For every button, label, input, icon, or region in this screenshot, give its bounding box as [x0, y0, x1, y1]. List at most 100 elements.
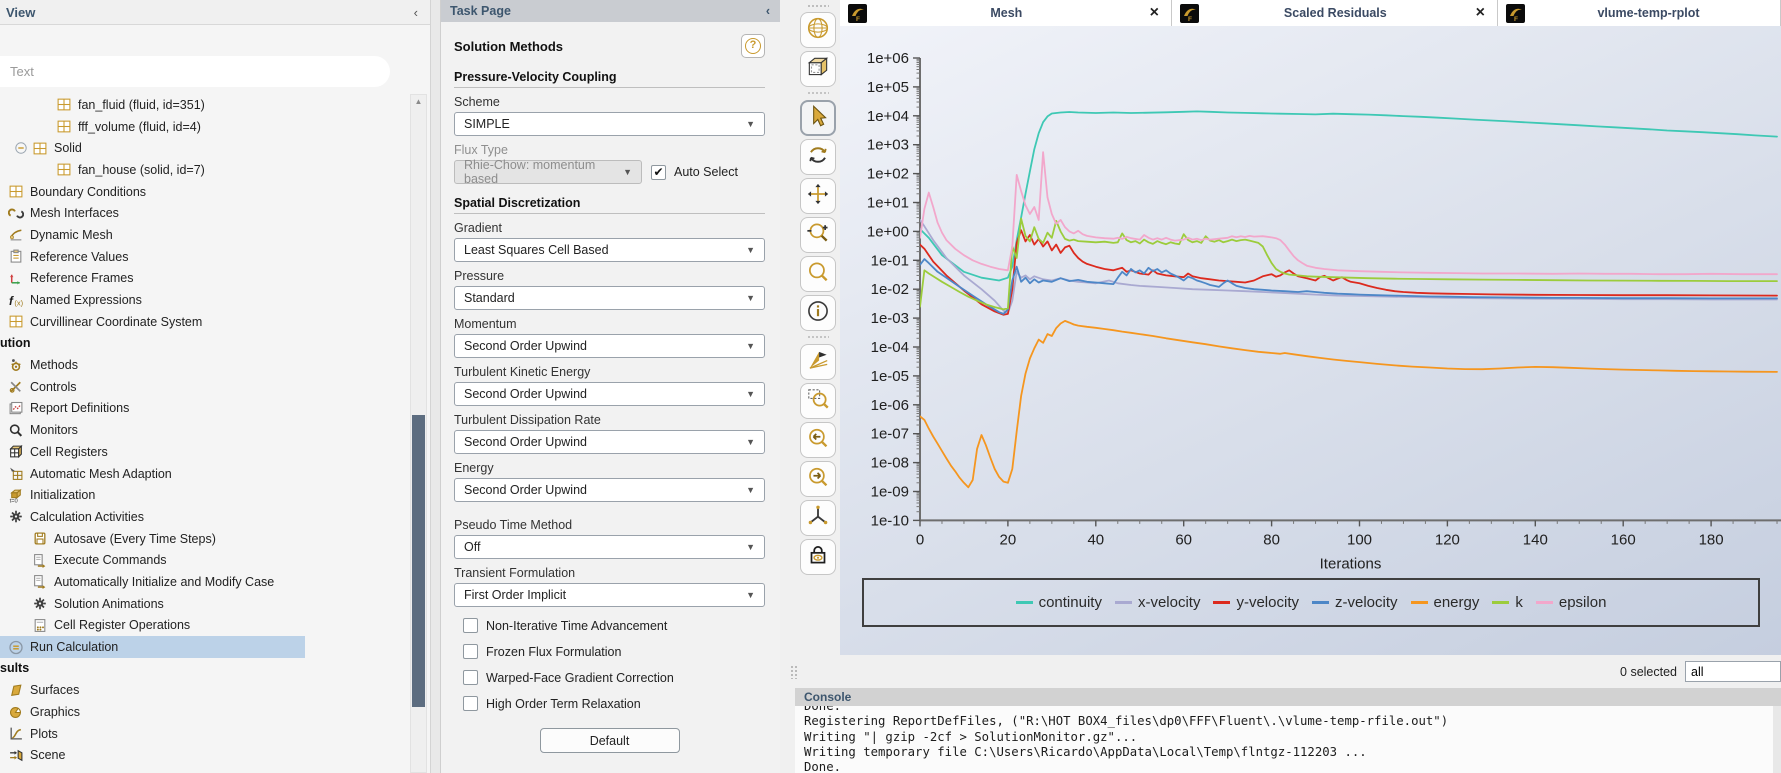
tree-scrollbar[interactable]: ▲	[410, 94, 427, 773]
perspective-view-button[interactable]	[800, 51, 836, 87]
svg-text:Iterations: Iterations	[1320, 555, 1382, 572]
next-view-button[interactable]	[800, 461, 836, 497]
collapse-node-icon[interactable]	[14, 141, 28, 155]
flux-type-select[interactable]: Rhie-Chow: momentum based ▼	[454, 160, 642, 184]
tree-item-methods[interactable]: Methods	[0, 354, 305, 376]
scene-icon	[8, 748, 24, 763]
tree-item-report-definitions[interactable]: Report Definitions	[0, 398, 305, 420]
tree-item-automatic-mesh-adaption[interactable]: Automatic Mesh Adaption	[0, 463, 305, 485]
svg-text:F: F	[1514, 16, 1518, 23]
residuals-chart-area[interactable]: 1e+061e+051e+041e+031e+021e+011e+001e-01…	[840, 26, 1781, 655]
mesh-display-button[interactable]	[800, 12, 836, 48]
legend-label: x-velocity	[1138, 594, 1201, 611]
svg-text:1e+04: 1e+04	[867, 108, 909, 125]
next-view-icon	[805, 464, 831, 495]
momentum-label: Momentum	[454, 317, 765, 331]
panel-grip[interactable]	[790, 665, 797, 679]
selection-filter-input[interactable]	[1685, 661, 1781, 682]
tree-item-run-calculation[interactable]: Run Calculation	[0, 636, 305, 658]
svg-text:1e-02: 1e-02	[871, 281, 909, 298]
tree-item-plots[interactable]: Plots	[0, 723, 305, 745]
tree-item-graphics[interactable]: Graphics	[0, 701, 305, 723]
grid-icon	[8, 184, 24, 199]
scrollbar-up-icon[interactable]: ▲	[411, 95, 426, 108]
tree-item-automatically-initialize-and-modify-case[interactable]: Automatically Initialize and Modify Case	[0, 571, 305, 593]
pressure-select[interactable]: Standard▼	[454, 286, 765, 310]
tree-item-autosave-every-time-steps[interactable]: Autosave (Every Time Steps)	[0, 528, 305, 550]
tree-filter-input[interactable]: Text	[0, 56, 390, 87]
close-icon[interactable]: ×	[1472, 4, 1489, 22]
tree-item-scene[interactable]: Scene	[0, 745, 305, 767]
lock-view-button[interactable]	[800, 539, 836, 575]
toolbar-grip[interactable]	[807, 4, 829, 9]
tree-item-monitors[interactable]: Monitors	[0, 419, 305, 441]
tree-item-solid[interactable]: Solid	[0, 137, 305, 159]
monitor-search-icon	[8, 423, 24, 438]
pseudo-time-select[interactable]: Off ▼	[454, 535, 765, 559]
svg-text:160: 160	[1611, 531, 1636, 548]
high-order-term-relaxation-checkbox[interactable]	[463, 696, 478, 711]
tree-item-curvillinear-coordinate-system[interactable]: Curvillinear Coordinate System	[0, 311, 305, 333]
pseudo-time-label: Pseudo Time Method	[454, 518, 765, 532]
tree-item-mesh-interfaces[interactable]: Mesh Interfaces	[0, 202, 305, 224]
tree-item-named-expressions[interactable]: f(x)Named Expressions	[0, 289, 305, 311]
tree-item-reference-frames[interactable]: Reference Frames	[0, 268, 305, 290]
help-button[interactable]: ?	[741, 34, 765, 58]
gradient-select[interactable]: Least Squares Cell Based▼	[454, 238, 765, 262]
panel-splitter[interactable]	[430, 0, 440, 773]
tree-item-controls[interactable]: Controls	[0, 376, 305, 398]
tree-item-cell-register-operations[interactable]: Cell Register Operations	[0, 615, 305, 637]
tree-item-boundary-conditions[interactable]: Boundary Conditions	[0, 181, 305, 203]
chevron-down-icon: ▼	[746, 485, 755, 495]
console-line: Writing temporary file C:\Users\Ricardo\…	[804, 745, 1781, 760]
transient-formulation-select[interactable]: First Order Implicit ▼	[454, 583, 765, 607]
series-energy	[920, 321, 1777, 487]
zoom-box-magnifier-button[interactable]	[800, 256, 836, 292]
zoom-in-out-magnifier-button[interactable]	[800, 217, 836, 253]
tree-item-reference-values[interactable]: Reference Values	[0, 246, 305, 268]
tree-item-calculation-activities[interactable]: Calculation Activities	[0, 506, 305, 528]
close-icon[interactable]: ×	[1146, 4, 1163, 22]
tree-item-cell-registers[interactable]: Cell Registers	[0, 441, 305, 463]
momentum-select[interactable]: Second Order Upwind▼	[454, 334, 765, 358]
tree-item-surfaces[interactable]: Surfaces	[0, 680, 305, 702]
zoom-to-area-button[interactable]	[800, 383, 836, 419]
previous-view-button[interactable]	[800, 422, 836, 458]
turbulent-dissipation-rate-select[interactable]: Second Order Upwind▼	[454, 430, 765, 454]
rotate-view-button[interactable]	[800, 139, 836, 175]
auto-select-checkbox[interactable]: ✔	[651, 165, 666, 180]
tab-mesh[interactable]: F Mesh×	[840, 0, 1172, 26]
legend-item-continuity: continuity	[1016, 594, 1102, 611]
tree-item-solution-animations[interactable]: Solution Animations	[0, 593, 305, 615]
scrollbar-thumb[interactable]	[412, 415, 425, 707]
energy-select[interactable]: Second Order Upwind▼	[454, 478, 765, 502]
frozen-flux-formulation-checkbox[interactable]	[463, 644, 478, 659]
collapse-tree-panel-icon[interactable]: ‹	[414, 5, 430, 20]
transient-formulation-value: First Order Implicit	[464, 588, 566, 602]
scheme-select[interactable]: SIMPLE ▼	[454, 112, 765, 136]
axes-triad-button[interactable]	[800, 500, 836, 536]
select-pointer-button[interactable]	[800, 100, 836, 136]
legend-item-k: k	[1492, 594, 1523, 611]
tab-scaled-residuals[interactable]: F Scaled Residuals×	[1172, 0, 1498, 26]
view-menu-label[interactable]: View	[0, 5, 35, 20]
flux-type-label: Flux Type	[454, 143, 765, 157]
default-button[interactable]: Default	[540, 728, 680, 753]
probe-info-button[interactable]	[800, 295, 836, 331]
console-line: Writing "| gzip -2cf > SolutionMonitor.g…	[804, 730, 1781, 745]
tree-item-fff-volume-fluid-id-4[interactable]: fff_volume (fluid, id=4)	[0, 116, 305, 138]
tree-item-fan-house-solid-id-7[interactable]: fan_house (solid, id=7)	[0, 159, 305, 181]
warped-face-gradient-correction-checkbox[interactable]	[463, 670, 478, 685]
console-scrollbar[interactable]	[1773, 706, 1781, 773]
console-output[interactable]: Done.Registering ReportDefFiles, ("R:\HO…	[795, 706, 1781, 773]
report-tools-button[interactable]	[800, 344, 836, 380]
pan-view-button[interactable]	[800, 178, 836, 214]
tree-item-initialization[interactable]: t=0Initialization	[0, 484, 305, 506]
tree-item-dynamic-mesh[interactable]: Dynamic Mesh	[0, 224, 305, 246]
turbulent-kinetic-energy-select[interactable]: Second Order Upwind▼	[454, 382, 765, 406]
non-iterative-time-advancement-checkbox[interactable]	[463, 618, 478, 633]
tab-vlume-temp-rplot[interactable]: F vlume-temp-rplot	[1498, 0, 1781, 26]
collapse-task-page-icon[interactable]: ‹	[766, 4, 770, 18]
tree-item-fan-fluid-fluid-id-351[interactable]: fan_fluid (fluid, id=351)	[0, 94, 305, 116]
tree-item-execute-commands[interactable]: Execute Commands	[0, 549, 305, 571]
